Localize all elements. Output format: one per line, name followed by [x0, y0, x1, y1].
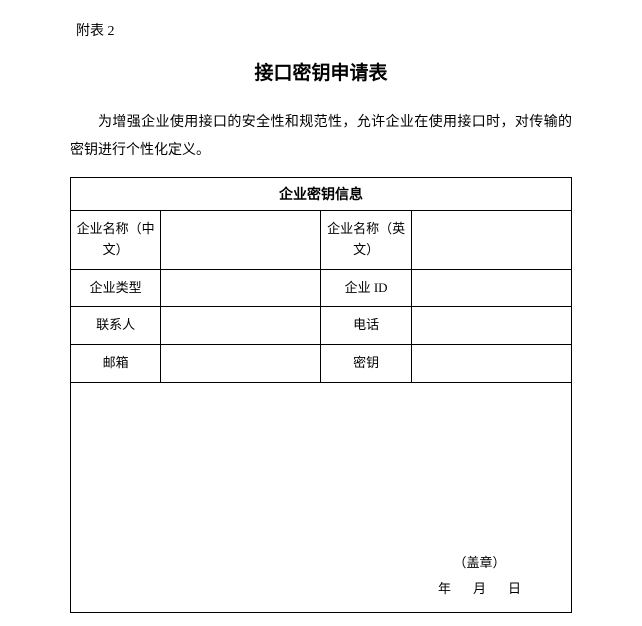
table-header-row: 企业密钥信息	[71, 178, 572, 211]
footer-inner: （盖章） 年 月 日	[438, 550, 521, 602]
label-company-name-en: 企业名称（英文）	[321, 211, 411, 270]
value-company-type	[161, 269, 321, 307]
label-key: 密钥	[321, 345, 411, 383]
label-phone: 电话	[321, 307, 411, 345]
label-company-name-cn: 企业名称（中文）	[71, 211, 161, 270]
date-line: 年月日	[438, 576, 521, 602]
value-company-id	[411, 269, 571, 307]
value-phone	[411, 307, 571, 345]
table-row: 邮箱 密钥	[71, 345, 572, 383]
table-header: 企业密钥信息	[71, 178, 572, 211]
value-contact	[161, 307, 321, 345]
table-footer-row: （盖章） 年 月 日	[71, 382, 572, 612]
year-label: 年	[438, 581, 451, 596]
description-paragraph: 为增强企业使用接口的安全性和规范性，允许企业在使用接口时，对传输的密钥进行个性化…	[70, 109, 572, 165]
month-label: 月	[473, 581, 486, 596]
application-form-table: 企业密钥信息 企业名称（中文） 企业名称（英文） 企业类型 企业 ID 联系人 …	[70, 177, 572, 613]
table-row: 企业名称（中文） 企业名称（英文）	[71, 211, 572, 270]
value-company-name-cn	[161, 211, 321, 270]
label-contact: 联系人	[71, 307, 161, 345]
value-email	[161, 345, 321, 383]
page-title: 接口密钥申请表	[70, 58, 572, 85]
value-company-name-en	[411, 211, 571, 270]
day-label: 日	[508, 581, 521, 596]
footer-cell: （盖章） 年 月 日	[71, 382, 572, 612]
table-row: 联系人 电话	[71, 307, 572, 345]
label-company-type: 企业类型	[71, 269, 161, 307]
label-email: 邮箱	[71, 345, 161, 383]
value-key	[411, 345, 571, 383]
seal-label: （盖章）	[438, 550, 521, 576]
label-company-id: 企业 ID	[321, 269, 411, 307]
appendix-label: 附表 2	[76, 20, 572, 40]
table-row: 企业类型 企业 ID	[71, 269, 572, 307]
